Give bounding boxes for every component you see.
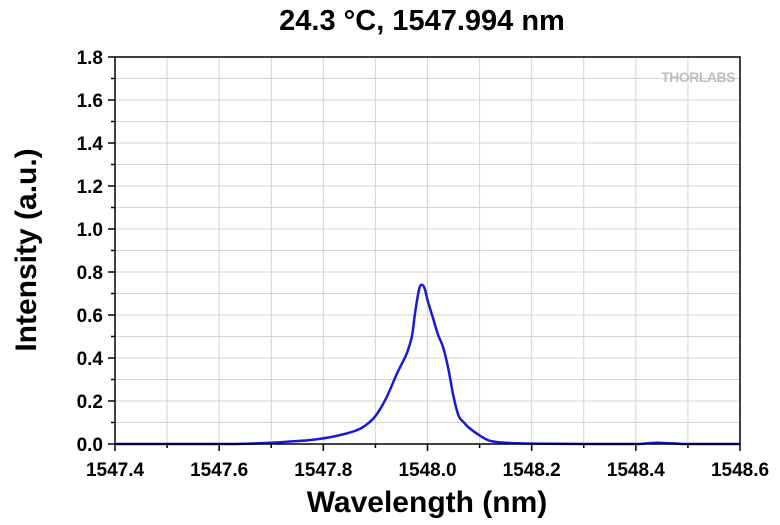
x-tick-label: 1547.6 bbox=[190, 460, 248, 481]
y-tick-label: 0.2 bbox=[77, 392, 103, 413]
y-tick-label: 1.0 bbox=[77, 220, 103, 241]
x-tick-label: 1548.0 bbox=[398, 460, 456, 481]
y-tick-label: 1.4 bbox=[77, 134, 104, 155]
x-tick-label: 1547.8 bbox=[294, 460, 352, 481]
y-tick-label: 0.8 bbox=[77, 263, 103, 284]
y-tick-labels: 0.0 0.2 0.4 0.6 0.8 1.0 1.2 1.4 1.6 1.8 bbox=[77, 48, 104, 456]
x-tick-label: 1548.6 bbox=[711, 460, 769, 481]
y-tick-label: 1.8 bbox=[77, 48, 103, 69]
y-tick-label: 0.0 bbox=[77, 435, 103, 456]
x-axis-label: Wavelength (nm) bbox=[307, 486, 548, 519]
y-axis-label: Intensity (a.u.) bbox=[10, 148, 43, 351]
y-tick-label: 0.6 bbox=[77, 306, 103, 327]
grid bbox=[115, 57, 740, 444]
thorlabs-watermark: THORLABS bbox=[661, 69, 735, 85]
major-ticks bbox=[108, 56, 741, 451]
chart-title: 24.3 °C, 1547.994 nm bbox=[279, 5, 565, 37]
x-tick-label: 1548.2 bbox=[503, 460, 561, 481]
x-tick-label: 1548.4 bbox=[607, 460, 666, 481]
x-tick-labels: 1547.4 1547.6 1547.8 1548.0 1548.2 1548.4 1548… bbox=[86, 460, 769, 481]
y-tick-label: 1.6 bbox=[77, 91, 103, 112]
y-tick-label: 1.2 bbox=[77, 177, 103, 198]
plot-frame bbox=[114, 56, 741, 445]
x-tick-label: 1547.4 bbox=[86, 460, 145, 481]
y-tick-label: 0.4 bbox=[77, 349, 104, 370]
